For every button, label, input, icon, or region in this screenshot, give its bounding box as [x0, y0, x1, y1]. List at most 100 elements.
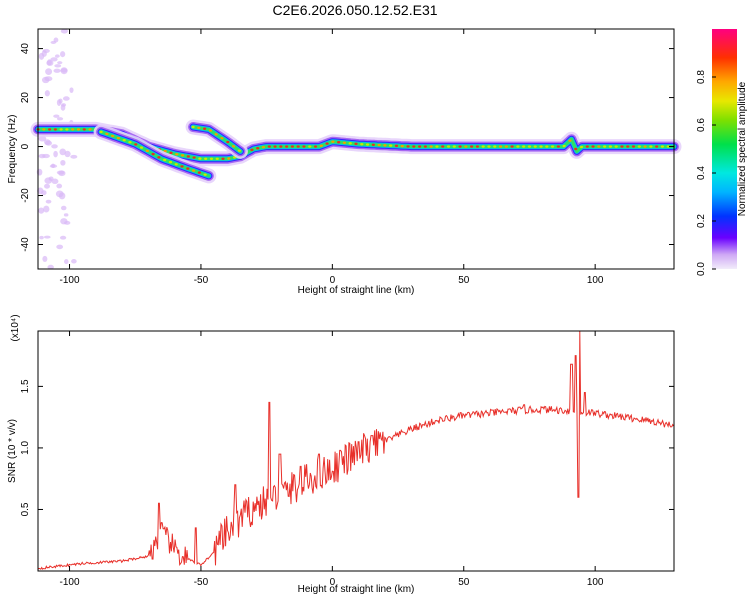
spectrogram-peak-mark — [220, 136, 224, 140]
spectrogram-noise-mark — [42, 48, 50, 53]
spectrogram-peak-mark — [418, 145, 422, 148]
spectrogram-peak-mark — [139, 146, 144, 149]
spectrogram-noise-mark — [56, 117, 64, 121]
spectrogram-noise-mark — [60, 51, 66, 58]
spectrogram-noise-mark — [56, 183, 63, 189]
spectrogram-x-tick-label-0: -100 — [60, 275, 80, 286]
spectrogram-peak-mark — [423, 145, 427, 148]
spectrogram-peak-mark — [250, 148, 254, 152]
spectrogram-x-tick-label-4: 100 — [587, 275, 604, 286]
spectrogram-noise-mark — [50, 57, 58, 62]
spectrogram-peak-mark — [279, 145, 283, 148]
spectrogram-peak-mark — [180, 154, 185, 157]
spectrogram-peak-mark — [504, 145, 508, 148]
spectrogram-peak-mark — [470, 145, 474, 148]
spectrogram-peak-mark — [412, 145, 416, 148]
spectrogram-peak-mark — [227, 157, 231, 160]
spectrogram-y-tick-label-3: -20 — [20, 188, 31, 203]
spectrogram-peak-mark — [446, 145, 451, 148]
snr-y-ticks: 0.5 1.0 1.5 — [20, 379, 674, 516]
spectrogram-peak-mark — [360, 143, 364, 146]
spectrogram-noise-mark — [69, 87, 74, 93]
spectrogram-peak-mark — [192, 156, 196, 159]
spectrogram-peak-mark — [111, 134, 115, 138]
spectrogram-peak-mark — [204, 157, 208, 160]
spectrogram-peak-mark — [208, 129, 213, 132]
spectrogram-x-tick-label-1: -50 — [194, 275, 209, 286]
spectrogram-peak-mark — [365, 143, 370, 146]
spectrogram-noise-mark — [60, 28, 68, 34]
spectrogram-peak-mark — [435, 145, 439, 148]
spectrogram-peak-mark — [198, 157, 202, 160]
spectrogram-noise-mark — [55, 190, 64, 198]
spectrogram-peak-mark — [267, 145, 271, 148]
spectrogram-peak-mark — [626, 145, 630, 148]
spectrogram-peak-mark — [105, 132, 109, 136]
colorbar: 0.0 0.2 0.4 0.6 0.8 Normalized spectral ampl… — [696, 29, 748, 276]
spectrogram-peak-mark — [180, 165, 184, 168]
spectrogram-noise-mark — [46, 60, 54, 66]
spectrogram-peak-mark — [389, 144, 393, 147]
spectrogram-noise-mark — [57, 61, 63, 65]
spectrogram-peak-mark — [47, 128, 52, 131]
spectrogram-peak-mark — [302, 145, 306, 148]
spectrogram-peak-mark — [498, 145, 503, 148]
snr-panel: -100 -50 0 50 100 0.5 1.0 1.5 Height of straig… — [7, 314, 675, 595]
spectrogram-peak-mark — [175, 153, 179, 156]
spectrogram-peak-mark — [191, 125, 195, 129]
spectrogram-peak-mark — [65, 128, 69, 131]
spectrogram-noise-mark — [38, 207, 45, 214]
spectrogram-peak-mark — [82, 128, 86, 131]
snr-x-label: Height of straight line (km) — [298, 584, 415, 595]
spectrogram-peak-mark — [99, 130, 103, 134]
snr-x-tick-label-2: 0 — [330, 577, 336, 588]
spectrogram-peak-mark — [71, 128, 75, 131]
spectrogram-peak-mark — [487, 145, 491, 148]
spectrogram-peak-mark — [325, 142, 329, 145]
snr-x-tick-label-0: -100 — [60, 577, 80, 588]
spectrogram-y-ticks: 40 20 0 -20 -40 — [20, 43, 674, 252]
spectrogram-peak-mark — [371, 143, 375, 146]
spectrogram-peak-mark — [527, 145, 532, 148]
spectrogram-peak-mark — [631, 145, 636, 148]
spectrogram-peak-mark — [406, 145, 410, 148]
spectrogram-peak-mark — [475, 145, 480, 148]
spectrogram-noise-mark — [56, 244, 64, 250]
spectrogram-peak-mark — [585, 145, 589, 148]
spectrogram-peak-mark — [510, 145, 514, 148]
spectrogram-noise-mark — [71, 259, 77, 264]
spectrogram-peak-mark — [597, 145, 601, 148]
spectrogram-noise-mark — [60, 159, 66, 166]
spectrogram-noise-mark — [59, 235, 67, 240]
spectrogram-peak-mark — [169, 151, 173, 155]
spectrogram-peak-mark — [151, 152, 155, 156]
spectrogram-peak-mark — [128, 141, 132, 144]
spectrogram-noise-mark — [51, 178, 59, 185]
spectrogram-peak-mark — [394, 144, 399, 148]
spectrogram-peak-mark — [76, 128, 81, 131]
spectrogram-peak-mark — [383, 144, 387, 147]
figure-title: C2E6.2026.050.12.52.E31 — [272, 2, 437, 18]
spectrogram-peak-mark — [122, 138, 126, 142]
spectrogram-noise-mark — [51, 163, 56, 168]
spectrogram-peak-mark — [620, 145, 624, 148]
colorbar-label: Normalized spectral amplitude — [737, 81, 748, 216]
snr-y-tick-label-1: 1.0 — [20, 441, 31, 455]
spectrogram-peak-mark — [214, 133, 218, 136]
colorbar-tick-label-2: 0.4 — [696, 166, 707, 180]
spectrogram-peak-mark — [533, 145, 537, 148]
spectrogram-peak-mark — [191, 169, 196, 172]
spectrogram-panel: -100 -50 0 50 100 40 20 0 -20 -40 Height of stra… — [7, 28, 682, 296]
spectrogram-y-tick-label-4: -40 — [20, 237, 31, 252]
snr-series-line — [37, 330, 675, 570]
spectrogram-noise-mark — [42, 153, 50, 159]
spectrogram-peak-mark — [53, 128, 57, 131]
spectrogram-noise-mark — [37, 187, 44, 195]
spectrogram-y-tick-label-0: 40 — [20, 43, 31, 55]
spectrogram-noise-mark — [53, 37, 59, 43]
spectrogram-peak-mark — [221, 157, 225, 160]
colorbar-ticks: 0.0 0.2 0.4 0.6 0.8 — [696, 70, 716, 276]
colorbar-tick-label-3: 0.6 — [696, 118, 707, 132]
spectrogram-peak-mark — [186, 155, 190, 158]
snr-frame — [37, 330, 675, 572]
